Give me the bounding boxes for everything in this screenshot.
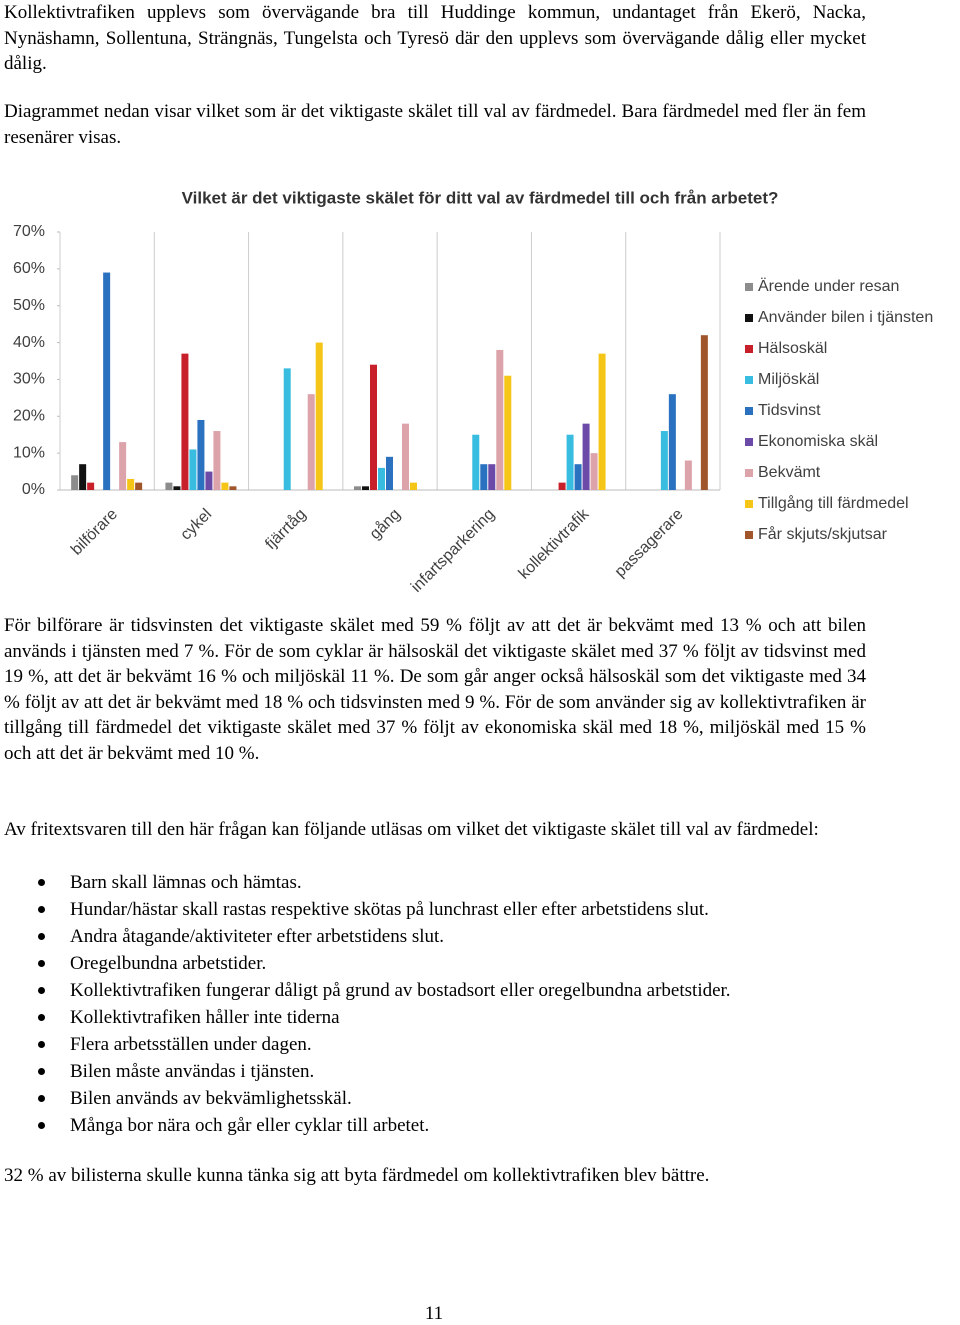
x-tick-label: fjärrtåg [262, 505, 310, 553]
bullet-item: Andra åtagande/aktiviteter efter arbetst… [38, 923, 731, 950]
bar [370, 364, 377, 490]
bar [488, 464, 496, 490]
bullet-item: Bilen används av bekvämlighetsskäl. [38, 1085, 731, 1112]
bar [496, 349, 504, 490]
bullet-item: Bilen måste användas i tjänsten. [38, 1058, 731, 1085]
bullet-list: Barn skall lämnas och hämtas. Hundar/häst… [0, 869, 731, 1139]
bar [410, 482, 417, 490]
bar [189, 449, 197, 490]
bar [79, 464, 87, 490]
legend-label: Använder bilen i tjänsten [758, 309, 933, 326]
bar [472, 434, 480, 490]
x-tick-label: kollektivtrafik [516, 505, 593, 582]
x-tick-label: gång [366, 505, 404, 543]
legend-swatch [745, 345, 753, 353]
bar [307, 394, 315, 490]
bar [221, 482, 229, 490]
bar [213, 431, 221, 490]
bar [197, 419, 205, 490]
bar [582, 423, 590, 490]
bullet-item: Flera arbetsställen under dagen. [38, 1031, 731, 1058]
y-tick-label: 20% [13, 408, 45, 425]
bar [668, 394, 676, 490]
y-tick-label: 40% [13, 334, 45, 351]
bar [71, 475, 79, 490]
legend-swatch [745, 500, 753, 508]
legend-label: Ekonomiska skäl [758, 433, 878, 450]
paragraph: För bilförare är tidsvinsten det viktiga… [4, 615, 866, 764]
x-tick-label: cykel [177, 506, 215, 544]
legend-label: Miljöskäl [758, 371, 819, 388]
legend-swatch [745, 314, 753, 322]
bar [660, 431, 668, 490]
legend-swatch [745, 376, 753, 384]
paragraph: 32 % av bilisterna skulle kunna tänka si… [4, 1165, 710, 1186]
bar [135, 482, 143, 490]
bar [480, 464, 488, 490]
bar [205, 471, 213, 490]
y-tick-label: 70% [13, 223, 45, 240]
bar [354, 486, 361, 490]
bar [127, 478, 135, 490]
bar [386, 456, 393, 490]
bar [119, 442, 127, 490]
legend-swatch [745, 438, 753, 446]
legend-swatch [745, 283, 753, 291]
bar [684, 460, 692, 490]
paragraph: Diagrammet nedan visar vilket som är det… [4, 101, 866, 148]
y-tick-label: 60% [13, 260, 45, 277]
bar [181, 353, 189, 490]
bullet-item: Barn skall lämnas och hämtas. [38, 869, 731, 896]
legend-label: Tillgång till färdmedel [758, 494, 909, 512]
y-tick-label: 30% [13, 371, 45, 388]
x-tick-label: infartsparkering [408, 506, 498, 596]
x-tick-label: bilförare [68, 506, 121, 559]
legend-label: Tidsvinst [758, 402, 821, 419]
y-tick-label: 10% [13, 444, 45, 461]
bar [700, 335, 708, 490]
y-tick-label: 0% [22, 481, 45, 498]
bullet-item: Kollektivtrafiken fungerar dåligt på gru… [38, 977, 731, 1004]
legend-label: Får skjuts/skjutsar [758, 525, 888, 543]
bar [362, 486, 369, 490]
bar [173, 486, 181, 490]
legend-swatch [745, 407, 753, 415]
bar [87, 482, 95, 490]
chart: Vilket är det viktigaste skälet för ditt… [13, 188, 933, 596]
legend-label: Bekvämt [758, 464, 821, 481]
bullet-item: Många bor nära och går eller cyklar till… [38, 1112, 731, 1139]
bar [315, 342, 323, 490]
bar [504, 375, 512, 490]
bar [229, 486, 237, 490]
bullet-item: Oregelbundna arbetstider. [38, 950, 731, 977]
bar [574, 464, 582, 490]
bar [590, 453, 598, 490]
bar [283, 368, 291, 490]
bar [165, 482, 173, 490]
bar [598, 353, 606, 490]
bullet-item: Hundar/hästar skall rastas respektive sk… [38, 896, 731, 923]
bar [558, 482, 566, 490]
paragraph: Av fritextsvaren till den här frågan kan… [4, 819, 819, 840]
y-tick-label: 50% [13, 297, 45, 314]
legend-swatch [745, 531, 753, 539]
bullet-item: Kollektivtrafiken håller inte tiderna [38, 1004, 731, 1031]
legend-swatch [745, 469, 753, 477]
legend-label: Hälsoskäl [758, 340, 827, 357]
chart-title: Vilket är det viktigaste skälet för ditt… [182, 188, 779, 207]
paragraph: Kollektivtrafiken upplevs som övervägand… [4, 2, 866, 74]
bar [103, 272, 111, 490]
page-number: 11 [424, 1303, 444, 1324]
legend-label: Ärende under resan [758, 277, 899, 295]
bar [378, 467, 385, 490]
bar [566, 434, 574, 490]
x-tick-label: passagerare [612, 506, 687, 581]
bar [402, 423, 409, 490]
